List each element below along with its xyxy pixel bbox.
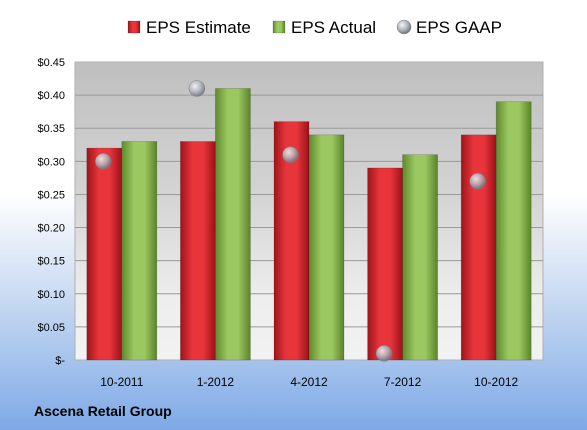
bar-eps-estimate xyxy=(86,147,123,361)
y-tick-label: $0.20 xyxy=(37,223,65,235)
y-axis-ticks: $- $0.05 $0.10 $0.15 $0.20 $0.25 $0.30 $0.35 $0.… xyxy=(37,57,65,367)
x-tick-label: 10-2012 xyxy=(474,375,518,389)
marker-eps-gaap xyxy=(469,172,486,190)
y-tick-label: $0.10 xyxy=(37,289,65,301)
x-tick-label: 4-2012 xyxy=(290,375,328,389)
bar-eps-estimate xyxy=(460,134,497,361)
y-tick-label: $0.05 xyxy=(37,322,65,334)
y-tick-label: $0.40 xyxy=(37,90,65,102)
bar-eps-actual xyxy=(495,101,532,361)
legend-label: EPS Actual xyxy=(291,18,376,37)
y-tick-label: $0.45 xyxy=(37,57,65,69)
gaap-markers xyxy=(95,80,486,362)
y-tick-label: $0.30 xyxy=(37,156,65,168)
bar-eps-actual xyxy=(121,141,158,361)
legend: EPS Estimate EPS Actual EPS GAAP xyxy=(127,18,502,37)
bar-eps-estimate xyxy=(367,167,403,361)
bars xyxy=(86,88,532,361)
marker-eps-gaap xyxy=(375,345,393,362)
legend-label: EPS Estimate xyxy=(146,18,251,37)
company-name: Ascena Retail Group xyxy=(34,403,172,419)
y-tick-label: $0.15 xyxy=(37,256,65,268)
legend-swatch xyxy=(396,19,412,35)
bar-eps-actual xyxy=(215,88,251,361)
x-axis-ticks: 10-2011 1-2012 4-2012 7-2012 10-2012 xyxy=(100,375,518,389)
marker-eps-gaap xyxy=(282,146,299,163)
marker-eps-gaap xyxy=(188,80,206,97)
x-tick-label: 10-2011 xyxy=(100,375,143,389)
y-tick-label: $0.25 xyxy=(37,189,65,201)
legend-label: EPS GAAP xyxy=(416,18,502,37)
bar-eps-estimate xyxy=(180,141,216,361)
x-tick-label: 7-2012 xyxy=(384,375,422,389)
x-tick-label: 1-2012 xyxy=(197,375,235,389)
y-tick-label: $- xyxy=(55,355,65,367)
y-tick-label: $0.35 xyxy=(37,123,65,135)
legend-swatch xyxy=(272,20,286,34)
legend-swatch xyxy=(127,20,141,34)
bar-eps-actual xyxy=(308,134,345,361)
bar-eps-actual xyxy=(402,154,438,361)
marker-eps-gaap xyxy=(95,153,112,170)
